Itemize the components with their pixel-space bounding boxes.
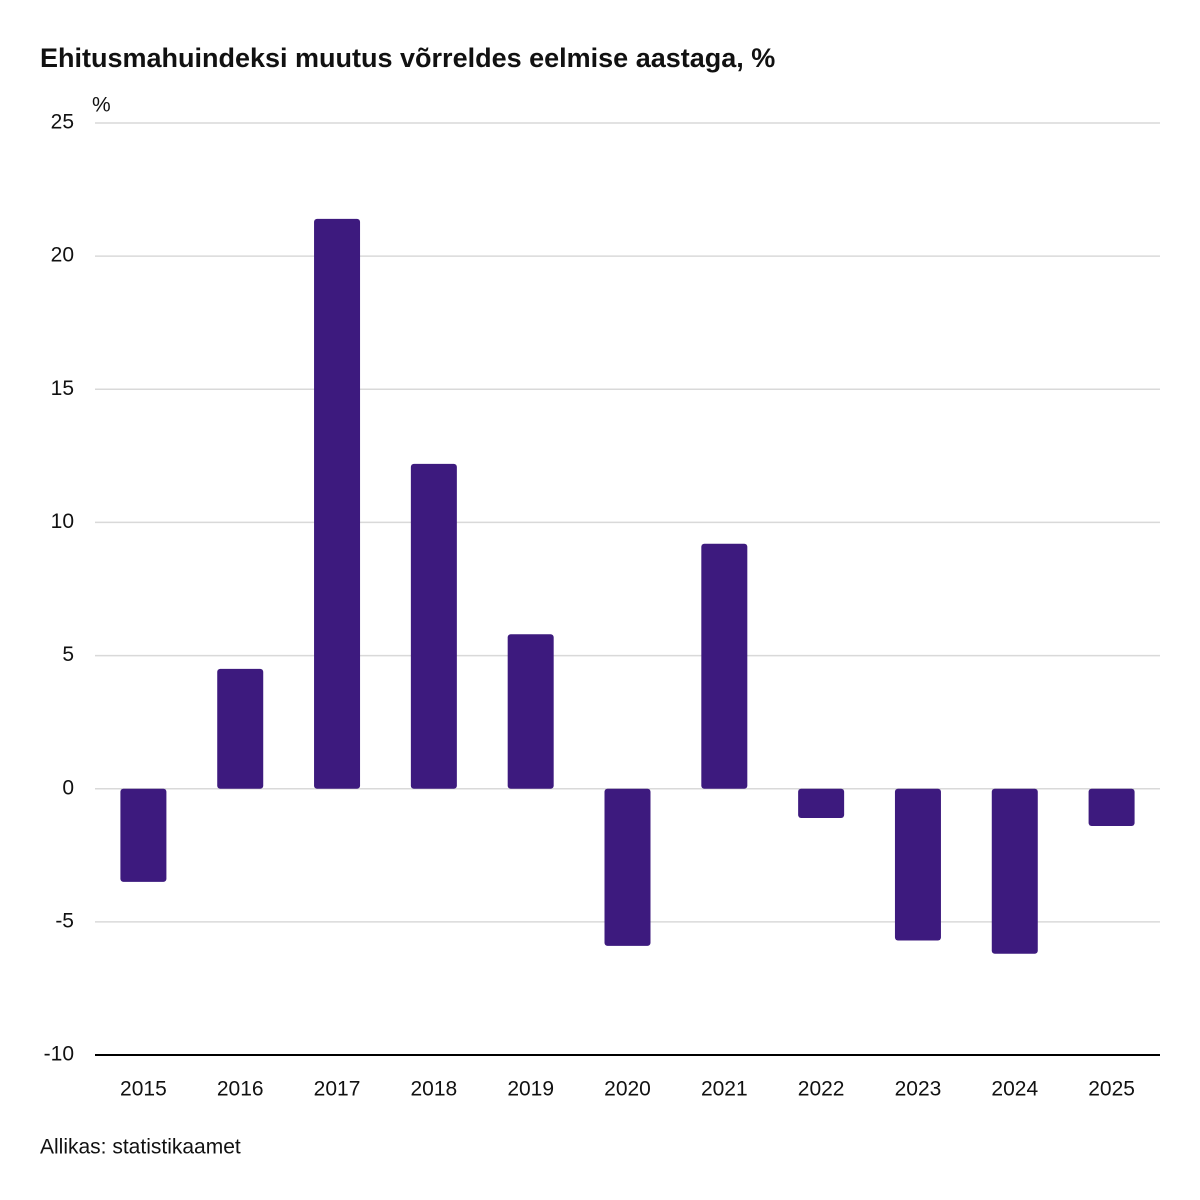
x-tick-label: 2016: [217, 1078, 264, 1101]
x-tick-label: 2017: [314, 1078, 361, 1101]
chart-title: Ehitusmahuindeksi muutus võrreldes eelmi…: [40, 43, 775, 73]
y-tick-label: 5: [62, 643, 74, 666]
y-unit: %: [92, 94, 111, 117]
x-tick-label: 2015: [120, 1078, 167, 1101]
bar: [217, 668, 264, 789]
bar: [701, 543, 748, 789]
y-tick-label: 20: [51, 244, 74, 267]
x-tick-label: 2024: [991, 1078, 1038, 1101]
x-tick-label: 2020: [604, 1078, 651, 1101]
bar: [1088, 788, 1135, 826]
bar: [314, 218, 361, 789]
x-tick-label: 2019: [507, 1078, 554, 1101]
y-tick-label: 10: [51, 510, 74, 533]
x-tick-label: 2023: [895, 1078, 942, 1101]
y-tick-label: 0: [62, 776, 74, 799]
x-tick-label: 2025: [1088, 1078, 1135, 1101]
bar: [894, 788, 941, 941]
x-tick-label: 2022: [798, 1078, 845, 1101]
x-tick-label: 2021: [701, 1078, 748, 1101]
bar: [410, 463, 457, 789]
bar: [507, 634, 554, 789]
y-tick-label: -5: [55, 909, 74, 932]
bar: [991, 788, 1038, 954]
y-tick-label: 15: [51, 377, 74, 400]
y-tick-label: -10: [44, 1043, 74, 1066]
y-tick-label: 25: [51, 111, 74, 134]
x-tick-label: 2018: [411, 1078, 458, 1101]
bar: [120, 788, 167, 882]
bar: [798, 788, 845, 819]
source: Allikas: statistikaamet: [40, 1136, 241, 1159]
bar: [604, 788, 651, 946]
